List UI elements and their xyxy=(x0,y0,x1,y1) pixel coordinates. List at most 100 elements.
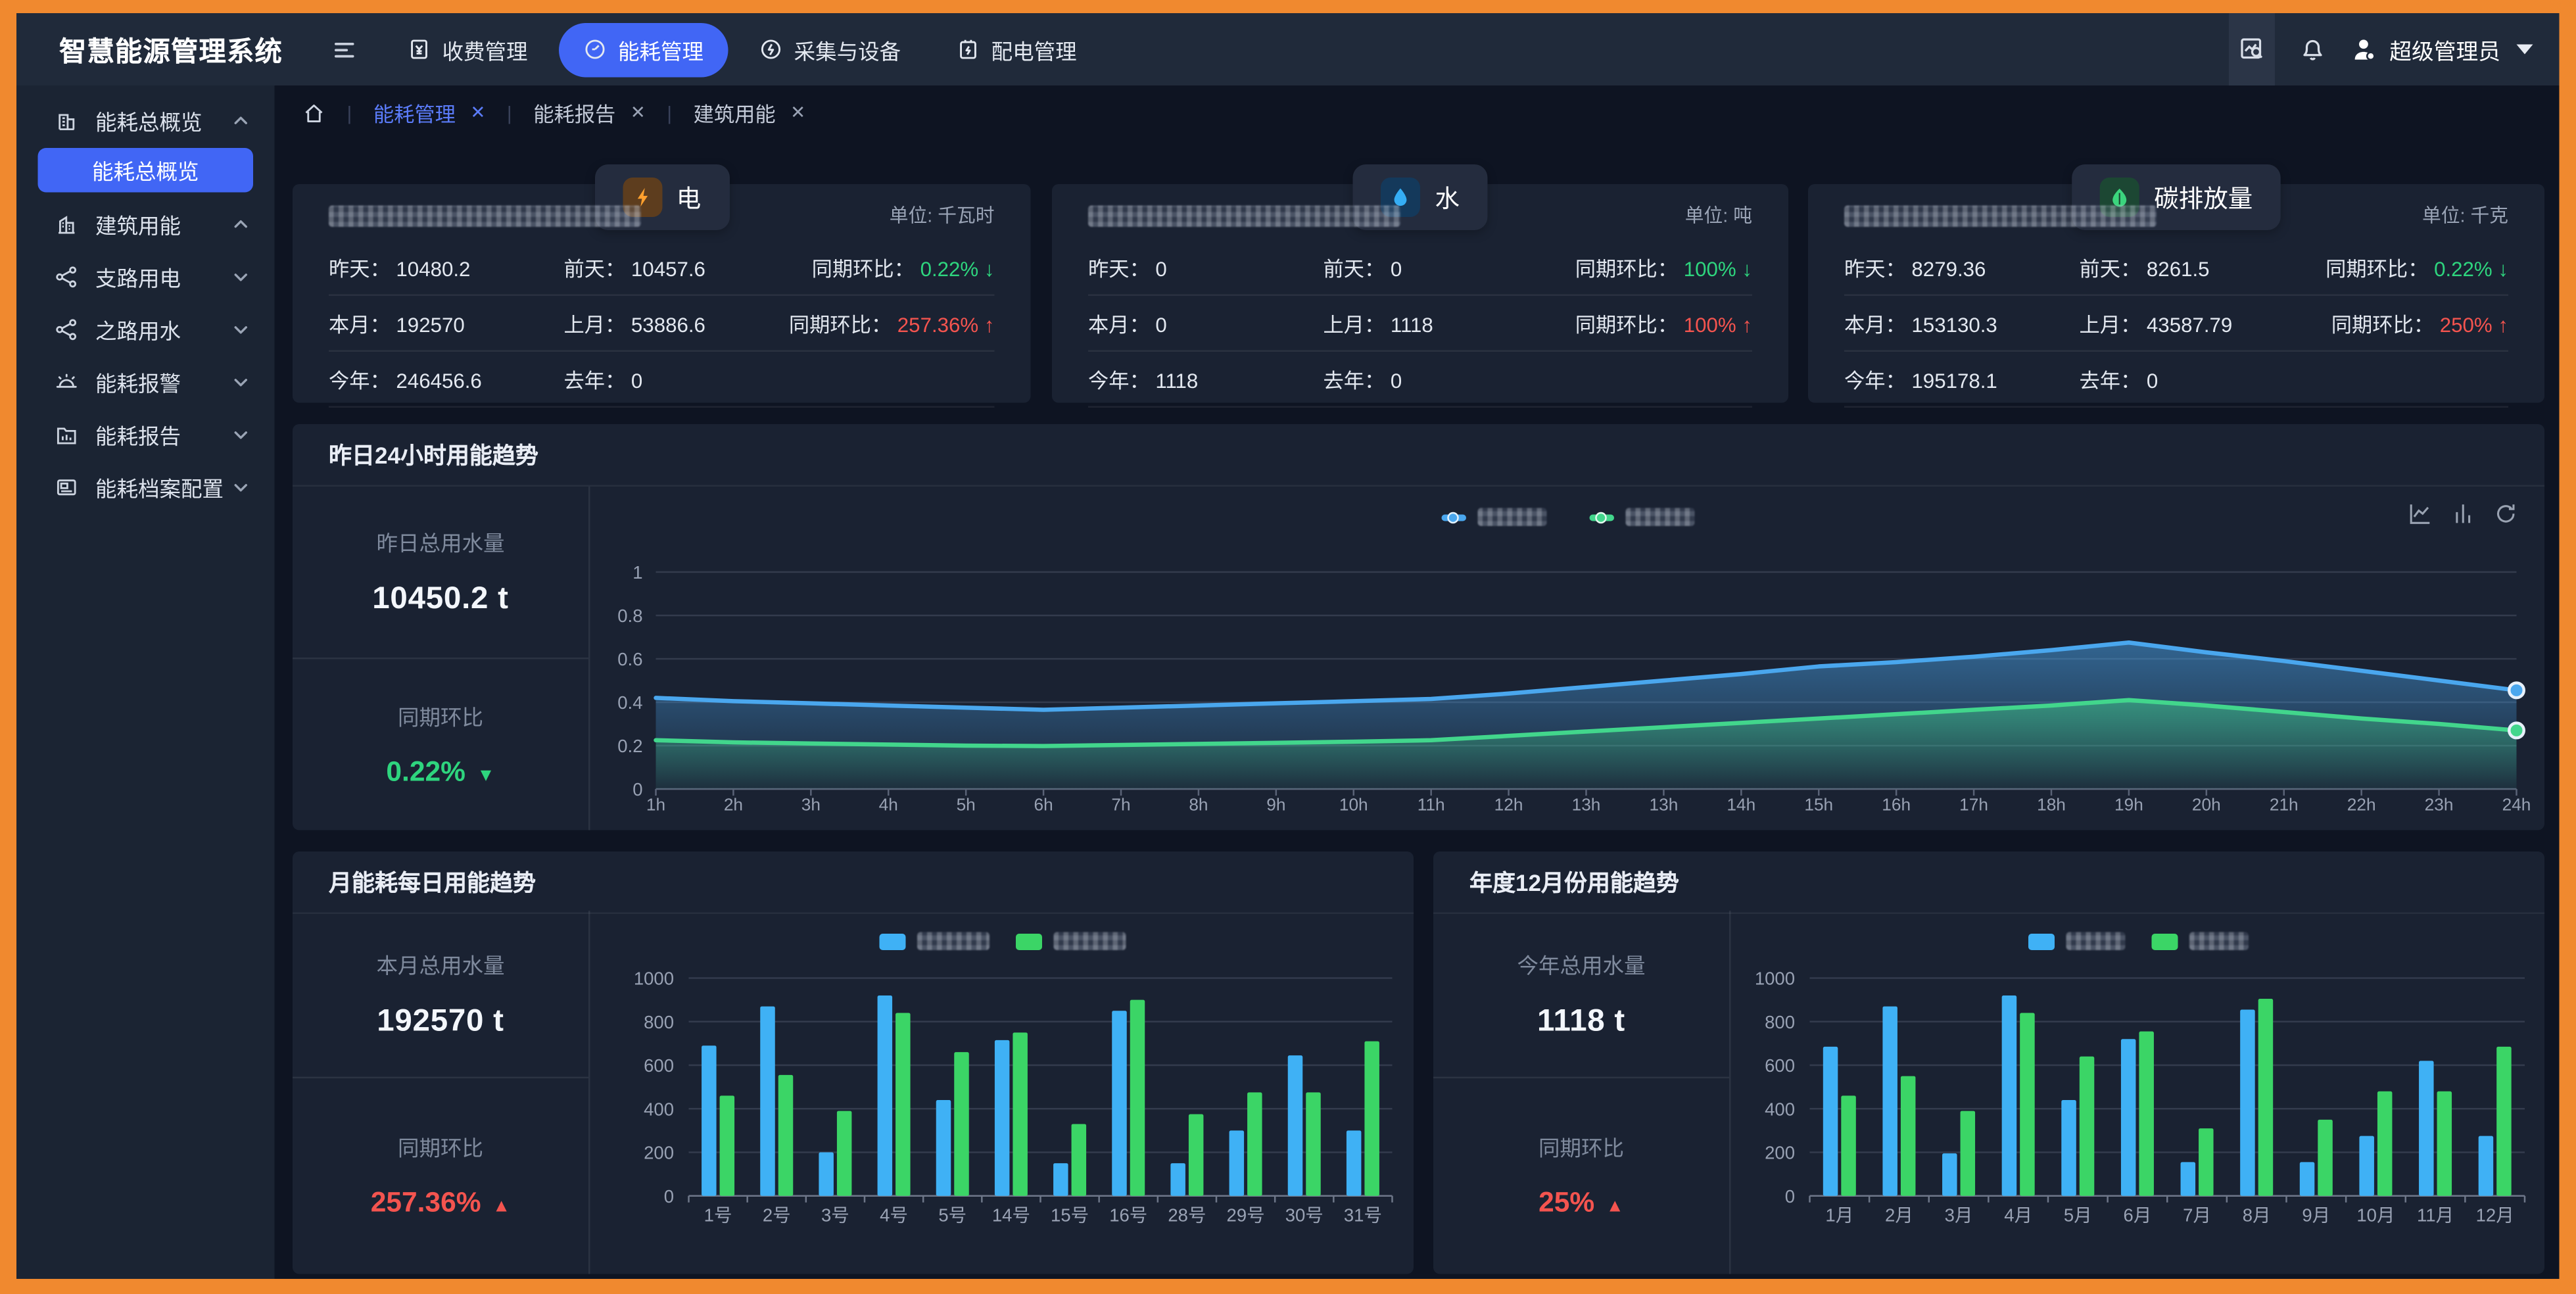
legend-line-marker xyxy=(1441,511,1466,523)
home-icon[interactable] xyxy=(302,101,325,124)
legend-item-0[interactable] xyxy=(2027,932,2125,950)
svg-text:13h: 13h xyxy=(1572,795,1601,815)
sidebar-subitem-overview-page[interactable]: 能耗总概览 xyxy=(37,148,253,193)
svg-text:6h: 6h xyxy=(1034,795,1053,815)
stat-cell: 本月： 153130.3 xyxy=(1844,314,1997,337)
svg-text:5号: 5号 xyxy=(938,1205,966,1226)
collection-devices-icon xyxy=(759,38,782,61)
fee-management-icon xyxy=(408,38,431,61)
ratio-value: 250% ↑ xyxy=(2439,314,2508,337)
stat-value: 257.36% ▲ xyxy=(370,1187,511,1218)
stat-cell: 今年： 246456.6 xyxy=(329,370,482,393)
tab-separator: | xyxy=(506,101,512,124)
period-ratio: 同期环比： 100% ↓ xyxy=(1575,252,1752,283)
stat-label: 同期环比 xyxy=(397,1136,483,1161)
stat-cell: 上月： 1118 xyxy=(1323,314,1433,337)
svg-text:1月: 1月 xyxy=(1825,1205,1853,1226)
yearly-bar-chart-svg[interactable]: 1000 800 600 400 200 0 1月 2月 3月 4月 5月 6月 7月 8月 9月 10月 11… xyxy=(1731,911,2546,1274)
stat-cell: 前天： 10457.6 xyxy=(563,258,705,281)
stat-row: 昨天： 10480.2 前天： 10457.6 同期环比： 0.22% ↓ xyxy=(329,240,995,296)
archive-icon xyxy=(55,474,80,499)
trend-up-triangle: ▲ xyxy=(492,1197,511,1216)
nav-item-fee-management[interactable]: 收费管理 xyxy=(383,22,553,77)
tab-close-icon[interactable]: ✕ xyxy=(790,103,806,124)
sidebar-item-building-energy[interactable]: 建筑用能 xyxy=(16,203,275,245)
tab-label: 能耗报告 xyxy=(533,103,616,127)
legend-item-1[interactable] xyxy=(1014,932,1126,950)
bar-chart-icon[interactable] xyxy=(2451,502,2476,527)
tab-energy-management[interactable]: 能耗管理 ✕ xyxy=(373,97,486,129)
svg-text:600: 600 xyxy=(1765,1055,1795,1076)
legend-item-0[interactable] xyxy=(1441,508,1546,526)
tab-close-icon[interactable]: ✕ xyxy=(470,103,486,124)
topbar-right: 超级管理员 xyxy=(2228,13,2560,85)
stat-value: 192570 t xyxy=(377,1003,504,1038)
report-chart-icon[interactable] xyxy=(2228,13,2275,85)
stat-card-carbon: 碳排放量 单位: 千克 昨天： 8279.36 前天： 8261.5 同期环比： 0.2… xyxy=(1808,164,2544,408)
tab-building-energy[interactable]: 建筑用能 ✕ xyxy=(694,97,806,129)
bolt-icon xyxy=(622,178,662,217)
svg-text:2号: 2号 xyxy=(763,1205,791,1226)
redacted-legend-label xyxy=(1477,508,1546,526)
period-ratio: 同期环比： 100% ↑ xyxy=(1575,308,1752,339)
stat-cell: 前天： 0 xyxy=(1323,258,1402,281)
sidebar-item-overview-group[interactable]: 能耗总概览 xyxy=(16,99,275,141)
notifications-bell-icon[interactable] xyxy=(2274,36,2350,62)
legend-swatch xyxy=(2151,932,2178,949)
total-water-month: 本月总用水量 192570 t xyxy=(293,911,588,1078)
legend-item-1[interactable] xyxy=(2151,932,2248,950)
ratio-value: 0.22% ↓ xyxy=(920,258,995,281)
svg-text:19h: 19h xyxy=(2114,795,2143,815)
restore-icon[interactable] xyxy=(2494,502,2519,527)
stat-cell: 今年： 195178.1 xyxy=(1844,370,1997,393)
tab-close-icon[interactable]: ✕ xyxy=(630,103,646,124)
sidebar-item-branch-electricity[interactable]: 支路用电 xyxy=(16,255,275,298)
sidebar-item-energy-alarm[interactable]: 能耗报警 xyxy=(16,360,275,403)
nav-item-label: 收费管理 xyxy=(442,38,528,64)
legend-item-1[interactable] xyxy=(1588,508,1694,526)
redacted-legend-label xyxy=(1625,508,1694,526)
svg-text:14h: 14h xyxy=(1727,795,1755,815)
nav-item-power-distribution[interactable]: 配电管理 xyxy=(932,22,1102,77)
ratio-value: 0.22% ↓ xyxy=(2434,258,2508,281)
stat-cell: 本月： 192570 xyxy=(329,314,465,337)
nav-item-energy-management[interactable]: 能耗管理 xyxy=(559,22,728,77)
stat-row: 今年： 195178.1 去年： 0 xyxy=(1844,352,2508,408)
trend-down-triangle: ▼ xyxy=(477,765,495,785)
stat-card-header: 单位: 吨 xyxy=(1088,191,1752,240)
sidebar-item-energy-archive-config[interactable]: 能耗档案配置 xyxy=(16,466,275,508)
svg-text:7月: 7月 xyxy=(2183,1205,2211,1226)
svg-text:3h: 3h xyxy=(801,795,821,815)
monthly-bar-chart-svg[interactable]: 1000 800 600 400 200 0 1号 2号 3号 4号 5号 14号 15号 16号 28号 2… xyxy=(590,911,1416,1274)
stat-row: 昨天： 0 前天： 0 同期环比： 100% ↓ xyxy=(1088,240,1752,296)
svg-text:20h: 20h xyxy=(2192,795,2221,815)
stat-value: 1118 t xyxy=(1537,1003,1625,1038)
svg-text:0.4: 0.4 xyxy=(617,692,642,713)
sidebar-item-energy-report[interactable]: 能耗报告 xyxy=(16,413,275,456)
svg-text:2h: 2h xyxy=(724,795,743,815)
svg-text:6月: 6月 xyxy=(2124,1205,2152,1226)
tab-energy-report[interactable]: 能耗报告 ✕ xyxy=(533,97,646,129)
period-ratio: 同期环比： 0.22% ↓ xyxy=(2326,252,2508,283)
stat-cell: 前天： 8261.5 xyxy=(2079,258,2210,281)
chevron-down-icon xyxy=(232,477,250,496)
sidebar-item-label: 建筑用能 xyxy=(95,212,181,238)
sidebar-item-branch-water[interactable]: 之路用水 xyxy=(16,308,275,350)
line-chart-icon[interactable] xyxy=(2408,502,2433,527)
menu-collapse-icon[interactable] xyxy=(332,37,357,62)
stat-card-badge-electricity: 电 xyxy=(594,164,729,230)
stat-row: 今年： 1118 去年： 0 xyxy=(1088,352,1752,408)
chart-legend xyxy=(1731,932,2545,950)
report-icon xyxy=(55,421,80,446)
yearly-trend-card: 年度12月份用能趋势 今年总用水量 1118 t 同期环比 25% ▲ xyxy=(1433,851,2544,1274)
stat-row: 昨天： 8279.36 前天： 8261.5 同期环比： 0.22% ↓ xyxy=(1844,240,2508,296)
legend-item-0[interactable] xyxy=(878,932,989,950)
tab-label: 能耗管理 xyxy=(373,103,456,127)
user-menu[interactable]: 超级管理员 xyxy=(2350,33,2533,66)
nav-item-collection-devices[interactable]: 采集与设备 xyxy=(735,22,926,77)
svg-text:17h: 17h xyxy=(1959,795,1988,815)
tab-separator: | xyxy=(667,101,673,124)
trend-24h-title: 昨日24小时用能趋势 xyxy=(293,424,2544,487)
stat-cell: 昨天： 0 xyxy=(1088,258,1167,281)
